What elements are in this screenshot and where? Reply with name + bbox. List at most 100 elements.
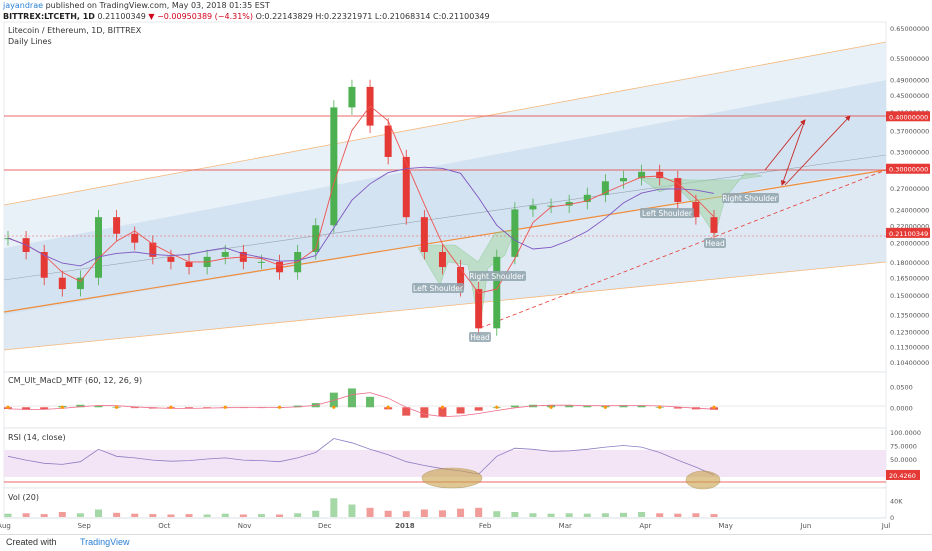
candle-body [656,171,664,179]
rsi-layer: RSI (14, close) [4,433,886,490]
candle-body [76,277,84,290]
time-axis-tick-label: Nov [238,522,252,530]
volume-bar [40,514,48,517]
volume-title: Vol (20) [8,493,39,502]
macd-histogram-bar [673,407,682,409]
target-arrow-1 [764,119,806,171]
volume-bar [276,514,284,517]
price-axis-tick-label: 0.65000000 [890,25,929,33]
volume-bar [294,513,302,517]
channel-bottom-line [3,261,887,351]
price-axis-tick-label: 0.10400000 [890,359,929,367]
volume-bar [384,510,392,517]
channel-upper-band [4,42,886,248]
author-link[interactable]: jayandrae [3,1,44,10]
volume-bar [656,513,664,517]
volume-bar [438,510,446,517]
label-left-shoulder-1-text: Left Shoulder [413,284,464,293]
rsi-value-tag [886,469,920,480]
volume-bar [529,513,537,517]
publish-info: published on TradingView.com, May 03, 20… [45,1,270,10]
footer: Created with TradingView [0,534,932,551]
rsi-axis-tick-label: 100.0000 [890,429,921,437]
volume-axis-tick-label: 0 [890,514,894,522]
time-axis-tick-label: Sep [78,522,92,530]
candle-body [638,171,646,179]
price-axis-tick-label: 0.55000000 [890,55,929,63]
macd-histogram-bar [583,406,592,408]
volume-bar [4,513,12,517]
volume-bar [95,509,103,517]
label-right-shoulder-2: Right Shoulder [722,193,779,203]
moving-average-slow [7,166,715,267]
macd-histogram-bar [22,407,31,410]
candle-body [619,178,627,182]
time-axis-tick-label: Feb [479,522,492,530]
candle-body [565,201,573,206]
volume-axis[interactable]: 40K 0 [890,497,903,522]
macd-dots [6,405,716,409]
price-axis-tick-label: 0.15000000 [890,292,929,300]
macd-histogram-bar [456,407,465,414]
macd-histogram-bar [637,405,646,408]
tradingview-logo-link[interactable]: TradingView [80,537,130,547]
macd-cross-dot [332,405,336,409]
channel-top-line [3,41,887,206]
volume-bar [348,504,356,517]
time-axis[interactable]: Aug Sep Oct Nov Dec 2018 Feb Mar Apr May Jun Jul [0,517,890,530]
price-tag-box [886,111,930,122]
volume-bar [475,507,483,517]
candle-body [95,217,103,278]
price-tag-box [886,163,930,174]
volume-bar [457,508,465,517]
main-pane-title: Litecoin / Ethereum, 1D, BITTREX [8,26,142,35]
macd-cross-dot [495,405,499,409]
label-right-shoulder-2-text: Right Shoulder [722,194,778,203]
price-change: ▼ −0.00950389 (−4.31%) [148,12,254,21]
price-tag-label: 0.21100349 [889,230,928,238]
volume-bar [402,511,410,517]
macd-axis[interactable]: 0.0500 0.0000 [890,383,913,412]
candle-body [221,251,229,257]
macd-axis-tick-label: 0.0500 [890,383,913,391]
volume-bar [583,513,591,517]
price-axis-tick-label: 0.45000000 [890,92,929,100]
macd-histogram-bar [510,405,519,408]
macd-cross-dot [549,405,553,409]
label-left-shoulder-2-text: Left Shoulder [642,209,693,218]
price-tags: 0.40000000 0.30000000 0.21100349 [886,111,930,238]
macd-cross-dot [6,405,10,409]
time-axis-tick-label: Dec [318,522,332,530]
price-tag-box [886,227,930,238]
candle-body [312,225,320,252]
macd-cross-dot [440,405,445,409]
rsi-axis[interactable]: 100.0000 75.0000 50.0000 20.4260 [886,429,921,480]
macd-cross-dot [223,405,227,409]
macd-histogram-bar [130,407,139,409]
ohlc-values: O:0.22143829 H:0.22321971 L:0.21068314 C… [255,12,490,21]
volume-bar [149,514,157,517]
price-axis-tick-label: 0.27000000 [890,185,929,193]
volume-bar [257,514,265,517]
volume-bar [565,513,573,517]
macd-cross-dot [277,405,282,409]
candle-body [601,181,609,195]
price-axis[interactable]: 0.65000000 0.55000000 0.49000000 0.45000000… [890,25,929,367]
time-axis-tick-label: Oct [158,522,170,530]
macd-cross-dot [60,405,64,409]
volume-bar [76,513,84,517]
candle-body [4,238,12,240]
macd-cross-dot [115,405,119,409]
volume-bar [692,513,700,517]
candle-body [547,205,555,207]
chart-area[interactable]: Left Shoulder Head Right Shoulder Left S… [0,0,932,534]
candle-body [276,261,284,273]
macd-title: CM_Ult_MacD_MTF (60, 12, 26, 9) [8,376,142,385]
volume-bar [601,513,609,517]
price-axis-tick-label: 0.22000000 [890,222,929,230]
candle-body [493,256,501,329]
rsi-highlight-1 [421,467,483,489]
candle-body [710,217,718,233]
macd-signal-line [7,392,715,418]
rsi-axis-tick-label: 75.0000 [890,443,917,451]
